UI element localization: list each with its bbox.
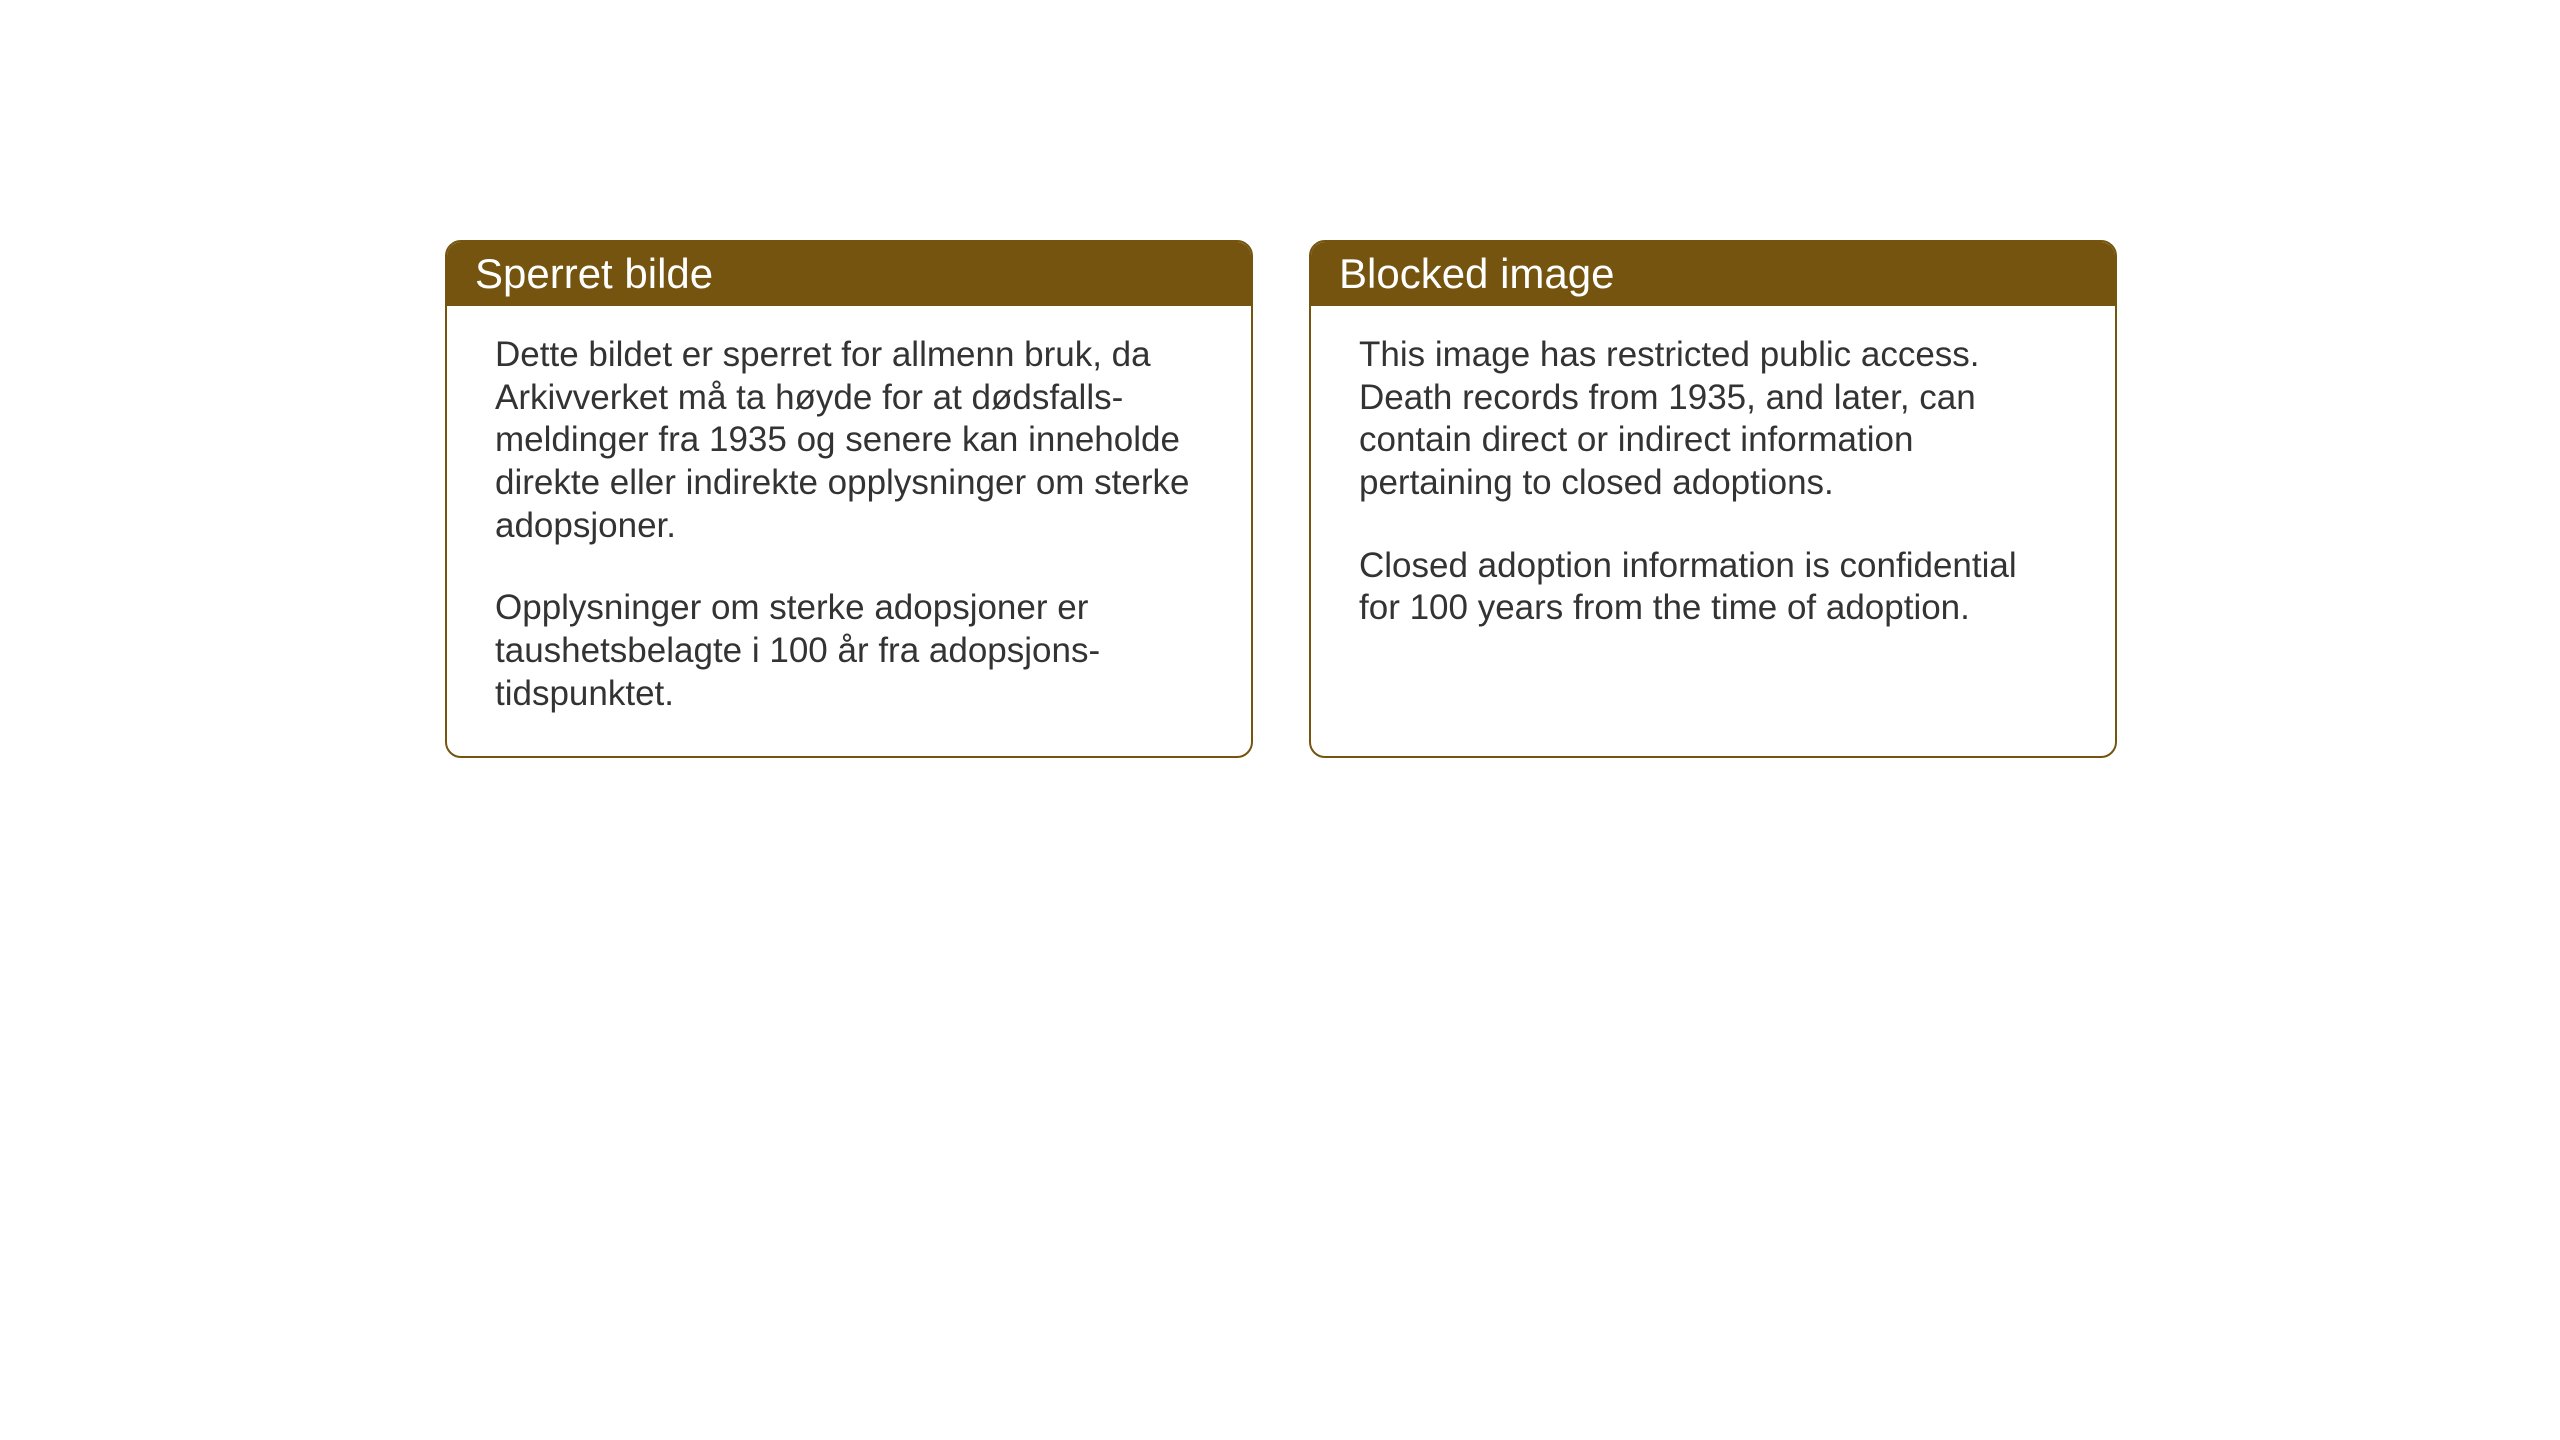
english-paragraph-2: Closed adoption information is confident… (1359, 545, 2067, 630)
norwegian-card: Sperret bilde Dette bildet er sperret fo… (445, 240, 1253, 758)
notice-container: Sperret bilde Dette bildet er sperret fo… (445, 240, 2117, 758)
english-card-header: Blocked image (1311, 242, 2115, 306)
english-card-title: Blocked image (1339, 250, 1614, 297)
norwegian-paragraph-2: Opplysninger om sterke adopsjoner er tau… (495, 587, 1203, 715)
norwegian-card-header: Sperret bilde (447, 242, 1251, 306)
norwegian-card-body: Dette bildet er sperret for allmenn bruk… (447, 306, 1251, 756)
english-paragraph-1: This image has restricted public access.… (1359, 334, 2067, 505)
english-card-body: This image has restricted public access.… (1311, 306, 2115, 670)
norwegian-card-title: Sperret bilde (475, 250, 713, 297)
norwegian-paragraph-1: Dette bildet er sperret for allmenn bruk… (495, 334, 1203, 547)
english-card: Blocked image This image has restricted … (1309, 240, 2117, 758)
